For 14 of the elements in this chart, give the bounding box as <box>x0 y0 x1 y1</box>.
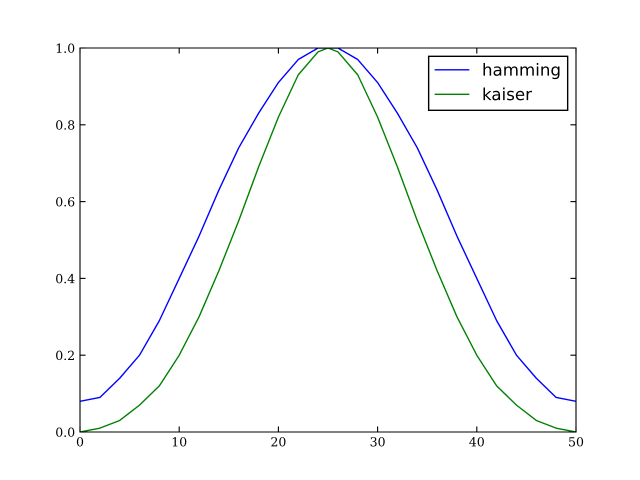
x-tick-label: 50 <box>569 437 584 447</box>
y-tick-label: 0.8 <box>56 120 74 130</box>
x-tick-label: 40 <box>469 437 484 447</box>
x-tick-label: 30 <box>370 437 385 447</box>
y-tick-label: 1.0 <box>56 43 74 53</box>
x-tick-label: 0 <box>76 437 84 447</box>
x-tick-label: 20 <box>271 437 286 447</box>
y-tick-label: 0.4 <box>56 274 75 284</box>
legend-label: kaiser <box>483 87 532 100</box>
y-tick-label: 0.2 <box>56 350 74 360</box>
y-tick-label: 0.0 <box>56 427 74 437</box>
y-tick-label: 0.6 <box>56 197 74 207</box>
x-tick-label: 10 <box>172 437 186 447</box>
legend-label: hamming <box>483 63 560 80</box>
